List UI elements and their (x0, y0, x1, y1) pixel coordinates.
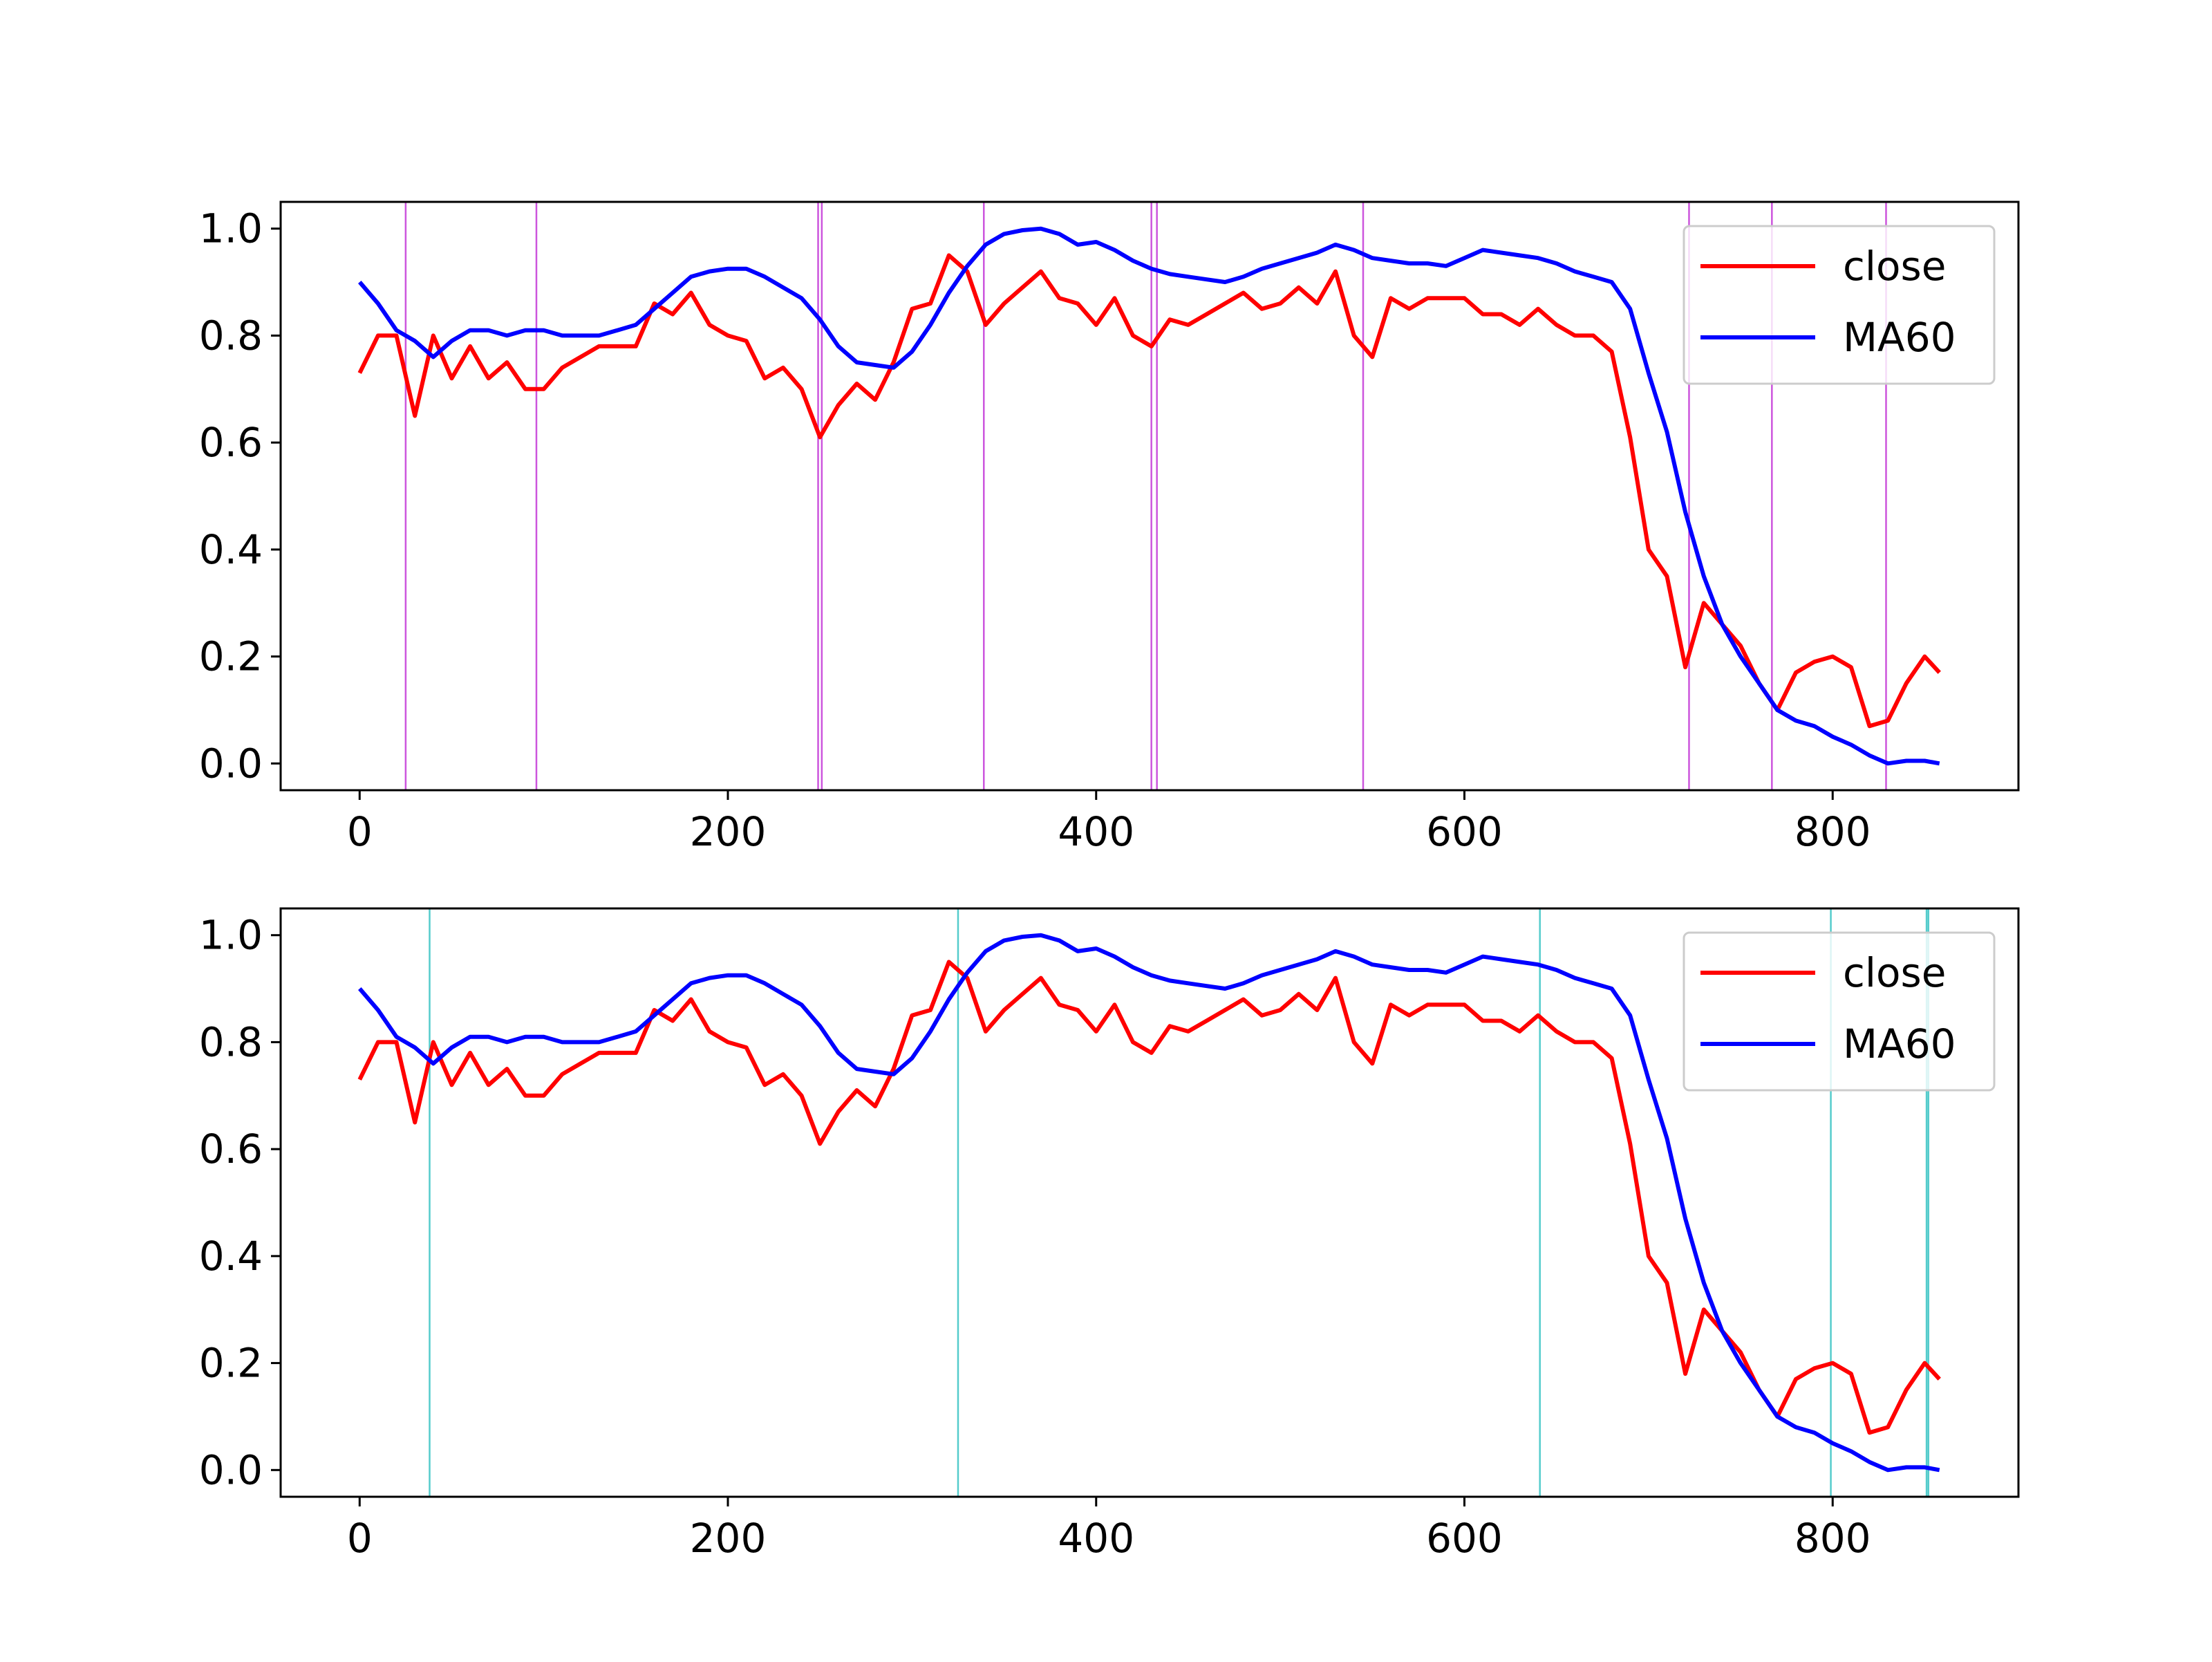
legend-label: MA60 (1843, 1020, 1956, 1067)
series-line (357, 253, 1941, 729)
series-line (358, 226, 1940, 766)
y-tick-label: 1.0 (199, 205, 263, 252)
y-tick-label: 0.4 (199, 526, 263, 573)
y-tick-label: 0.0 (199, 740, 263, 787)
axes-frame (279, 907, 2020, 1498)
x-tick-label: 600 (1426, 1515, 1503, 1562)
axes: 0.0 0.2 0.4 0.6 0.8 1.0 0 200 400 600 800 close MA60 (199, 907, 2020, 1562)
y-tick-label: 0.6 (199, 419, 263, 466)
x-tick-label: 400 (1058, 1515, 1134, 1562)
legend-label: close (1843, 243, 1946, 290)
y-tick-label: 1.0 (199, 912, 263, 959)
x-tick-label: 0 (347, 1515, 373, 1562)
axes: 0.0 0.2 0.4 0.6 0.8 1.0 0 200 400 600 800 close MA60 (199, 200, 2020, 855)
axes-frame (279, 200, 2020, 792)
y-tick-label: 0.6 (199, 1126, 263, 1173)
x-tick-label: 200 (690, 1515, 767, 1562)
legend-label: MA60 (1843, 314, 1956, 361)
y-tick-label: 0.4 (199, 1233, 263, 1280)
legend-label: close (1843, 949, 1946, 996)
x-tick-label: 0 (347, 808, 373, 855)
y-tick-label: 0.8 (199, 1018, 263, 1065)
y-tick-label: 0.2 (199, 633, 263, 680)
x-tick-label: 200 (690, 808, 767, 855)
x-tick-label: 400 (1058, 808, 1134, 855)
series-line (357, 960, 1941, 1435)
y-tick-label: 0.0 (199, 1446, 263, 1493)
x-tick-label: 600 (1426, 808, 1503, 855)
y-tick-label: 0.8 (199, 312, 263, 359)
x-tick-label: 800 (1794, 808, 1871, 855)
y-tick-label: 0.2 (199, 1340, 263, 1387)
series-line (358, 933, 1940, 1473)
x-tick-label: 800 (1794, 1515, 1871, 1562)
